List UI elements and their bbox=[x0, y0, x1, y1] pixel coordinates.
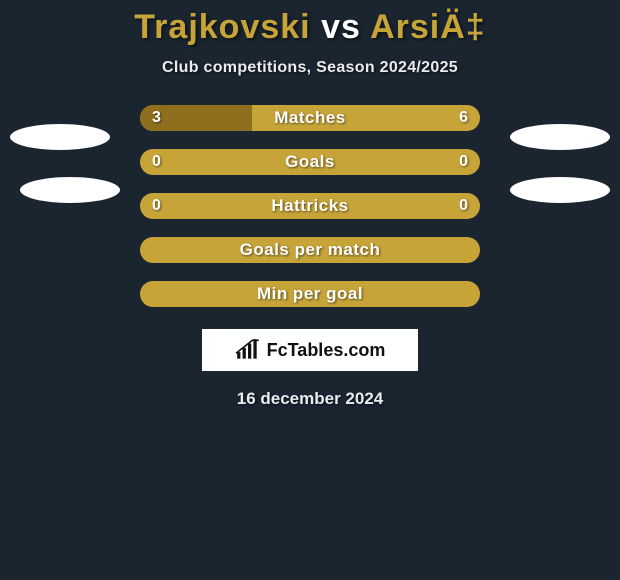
player1-photo-placeholder bbox=[10, 124, 110, 150]
watermark: FcTables.com bbox=[202, 329, 418, 371]
stat-label: Goals bbox=[285, 152, 335, 172]
brand-text: FcTables.com bbox=[267, 340, 386, 361]
player1-club-placeholder bbox=[20, 177, 120, 203]
stat-bar-hattricks: 0 Hattricks 0 bbox=[140, 193, 480, 219]
stat-bar-goals: 0 Goals 0 bbox=[140, 149, 480, 175]
stat-label: Goals per match bbox=[240, 240, 381, 260]
subtitle: Club competitions, Season 2024/2025 bbox=[162, 59, 458, 77]
stat-label: Matches bbox=[274, 108, 346, 128]
stat-label: Hattricks bbox=[271, 196, 348, 216]
stat-bar-min-per-goal: Min per goal bbox=[140, 281, 480, 307]
page-title: Trajkovski vs ArsiÄ‡ bbox=[134, 8, 485, 47]
player1-name: Trajkovski bbox=[134, 8, 310, 46]
player2-club-placeholder bbox=[510, 177, 610, 203]
stat-bar-goals-per-match: Goals per match bbox=[140, 237, 480, 263]
comparison-card: Trajkovski vs ArsiÄ‡ Club competitions, … bbox=[0, 0, 620, 409]
stat-bars: 3 Matches 6 0 Goals 0 0 Hattricks 0 Goal… bbox=[140, 105, 480, 307]
stat-bar-matches: 3 Matches 6 bbox=[140, 105, 480, 131]
stat-left-value: 0 bbox=[152, 153, 161, 171]
chart-icon bbox=[235, 339, 261, 361]
stat-left-value: 3 bbox=[152, 109, 161, 127]
stat-right-value: 0 bbox=[459, 197, 468, 215]
stat-right-value: 0 bbox=[459, 153, 468, 171]
stat-right-value: 6 bbox=[459, 109, 468, 127]
stat-left-value: 0 bbox=[152, 197, 161, 215]
stat-label: Min per goal bbox=[257, 284, 363, 304]
vs-text: vs bbox=[321, 8, 361, 46]
player2-photo-placeholder bbox=[510, 124, 610, 150]
player2-name: ArsiÄ‡ bbox=[370, 8, 486, 46]
footer-date: 16 december 2024 bbox=[237, 389, 384, 409]
